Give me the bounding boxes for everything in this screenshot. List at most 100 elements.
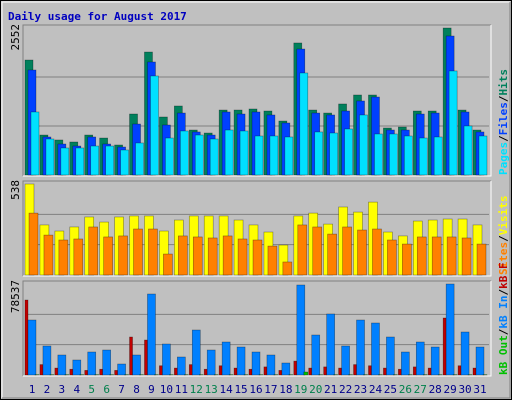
bar — [135, 142, 144, 176]
legend-entry: Files — [497, 102, 510, 135]
legend-separator: / — [497, 95, 510, 102]
bar — [88, 226, 99, 276]
bar — [448, 70, 458, 176]
panel-bevel — [22, 280, 491, 376]
panel-bevel — [22, 24, 491, 176]
panel-bevel — [23, 181, 492, 277]
bar — [163, 253, 173, 276]
bar — [457, 365, 462, 376]
y-max-label: 78537 — [9, 280, 22, 313]
bar — [180, 130, 189, 176]
bar — [75, 147, 85, 176]
legend-separator: / — [497, 289, 510, 296]
bar — [398, 368, 402, 376]
bar — [99, 368, 103, 376]
bar — [308, 367, 313, 376]
bar — [177, 356, 186, 376]
bar — [303, 371, 309, 376]
x-tick-label: 15 — [234, 383, 247, 396]
x-tick-label: 20 — [309, 383, 322, 396]
bar — [359, 114, 368, 176]
legend-separator: / — [497, 235, 510, 242]
panel-bevel — [23, 25, 492, 177]
bar — [296, 284, 306, 376]
bar — [460, 331, 470, 376]
bar — [27, 319, 37, 376]
bar — [430, 346, 440, 376]
legend-entry: kB In — [497, 296, 510, 329]
bar — [342, 226, 352, 276]
x-tick-label: 1 — [29, 383, 36, 396]
bar — [472, 367, 477, 376]
bar — [103, 236, 113, 276]
bar — [84, 370, 89, 376]
bar — [404, 135, 413, 176]
bar — [43, 234, 54, 276]
x-tick-label: 7 — [118, 383, 125, 396]
x-tick-label: 16 — [249, 383, 262, 396]
legend: Pages/Files/Hits — [497, 69, 510, 175]
bar — [224, 129, 234, 176]
bar — [433, 136, 443, 176]
bar — [383, 367, 387, 376]
bar — [254, 135, 264, 176]
bar — [105, 145, 114, 176]
bar — [73, 238, 84, 276]
bar — [233, 367, 238, 376]
x-tick-label: 3 — [59, 383, 66, 396]
x-tick-label: 27 — [414, 383, 427, 396]
bar — [401, 351, 410, 376]
bar — [57, 354, 67, 376]
bar — [463, 125, 473, 176]
bar — [237, 238, 248, 276]
x-tick-label: 5 — [88, 383, 95, 396]
bar — [207, 237, 218, 276]
bar — [54, 367, 59, 376]
bar — [174, 367, 178, 376]
x-tick-label: 12 — [190, 383, 203, 396]
panel-bevel — [23, 281, 492, 377]
x-tick-label: 25 — [384, 383, 397, 396]
bar — [314, 131, 324, 176]
bar — [476, 243, 487, 276]
bar — [356, 319, 365, 376]
bar — [278, 370, 283, 376]
x-tick-label: 6 — [103, 383, 110, 396]
bar — [402, 243, 412, 276]
bar — [338, 367, 342, 376]
panel-bevel — [22, 180, 491, 276]
bar — [221, 341, 231, 376]
bar — [386, 336, 395, 376]
bar — [72, 359, 82, 376]
bar — [132, 354, 141, 376]
bar — [416, 236, 427, 276]
y-max-label: 538 — [9, 180, 22, 200]
bar — [263, 366, 268, 376]
bar — [311, 334, 321, 376]
bar — [251, 351, 261, 376]
x-tick-label: 8 — [133, 383, 140, 396]
bar — [446, 236, 457, 276]
legend-entry: Hits — [497, 69, 510, 96]
bar — [218, 365, 223, 376]
x-tick-label: 29 — [444, 383, 457, 396]
bar — [266, 354, 276, 376]
bar — [267, 245, 278, 276]
bar — [209, 138, 219, 176]
bar — [39, 364, 44, 376]
bar — [431, 236, 442, 276]
bar — [293, 360, 298, 376]
legend: Sites/Visits — [497, 196, 510, 276]
bar — [368, 365, 372, 376]
x-tick-label: 18 — [279, 383, 292, 396]
bar — [239, 130, 249, 176]
legend-entry: kB F — [497, 262, 510, 289]
bar — [389, 133, 398, 176]
bar — [42, 345, 52, 376]
x-tick-label: 19 — [294, 383, 307, 396]
bar — [30, 111, 40, 176]
bar — [236, 346, 246, 376]
bar — [478, 135, 488, 176]
x-tick-label: 17 — [264, 383, 277, 396]
